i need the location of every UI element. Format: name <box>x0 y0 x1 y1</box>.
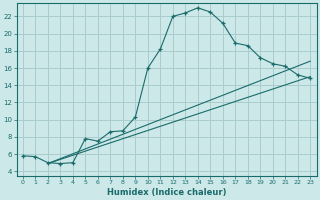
X-axis label: Humidex (Indice chaleur): Humidex (Indice chaleur) <box>107 188 226 197</box>
